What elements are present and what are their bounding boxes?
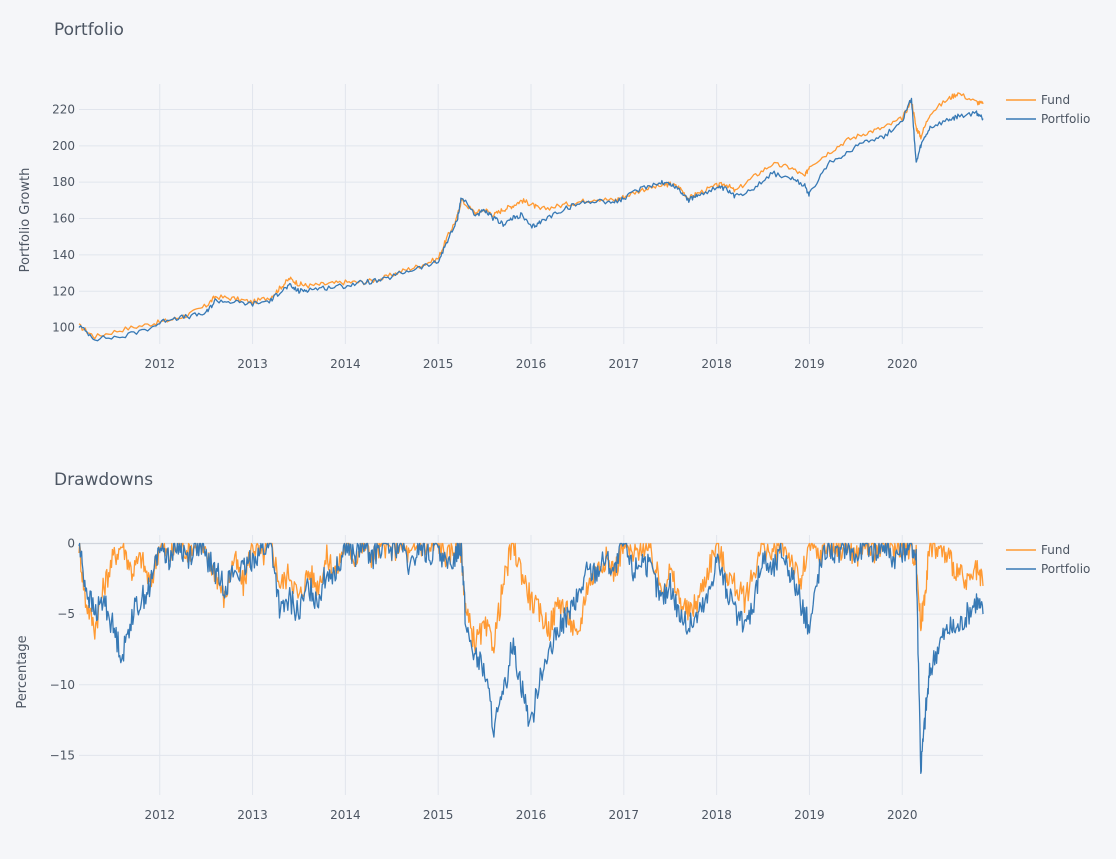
x-tick-label: 2014	[330, 808, 361, 822]
drawdowns-chart: Drawdowns Percentage 0 −5 −10 −15 2012 2013 20…	[15, 470, 1090, 822]
series-line-portfolio	[78, 97, 984, 342]
x-tick-label: 2016	[516, 357, 547, 371]
y-axis-title: Percentage	[15, 635, 30, 708]
chart-title: Drawdowns	[54, 470, 153, 490]
x-tick-label: 2019	[794, 357, 825, 371]
y-tick-label: −10	[50, 678, 75, 692]
y-tick-label: 100	[52, 321, 75, 335]
x-tick-label: 2018	[701, 808, 732, 822]
x-tick-label: 2013	[237, 808, 268, 822]
x-tick-label: 2017	[609, 808, 640, 822]
y-tick-label: 220	[52, 102, 75, 116]
x-tick-label: 2016	[516, 808, 547, 822]
x-tick-label: 2015	[423, 808, 454, 822]
x-tick-label: 2012	[144, 357, 175, 371]
legend-label-portfolio: Portfolio	[1041, 562, 1090, 576]
x-tick-label: 2020	[887, 808, 918, 822]
y-tick-label: 200	[52, 139, 75, 153]
x-tick-label: 2015	[423, 357, 454, 371]
y-tick-label: −5	[57, 607, 75, 621]
y-tick-label: 180	[52, 175, 75, 189]
legend-label-fund: Fund	[1041, 93, 1070, 107]
legend-label-fund: Fund	[1041, 543, 1070, 557]
legend-label-portfolio: Portfolio	[1041, 112, 1090, 126]
x-tick-label: 2014	[330, 357, 361, 371]
x-tick-label: 2017	[609, 357, 640, 371]
chart-title: Portfolio	[54, 20, 124, 40]
portfolio-growth-chart: Portfolio Portfolio Growth 100 120 140 160 1…	[18, 20, 1090, 371]
y-tick-label: 0	[67, 536, 75, 550]
y-tick-label: 140	[52, 248, 75, 262]
y-tick-label: −15	[50, 748, 75, 762]
x-tick-label: 2013	[237, 357, 268, 371]
series-line-fund	[78, 92, 984, 340]
y-axis-title: Portfolio Growth	[18, 168, 33, 273]
x-tick-label: 2019	[794, 808, 825, 822]
x-tick-label: 2018	[701, 357, 732, 371]
y-tick-label: 160	[52, 212, 75, 226]
y-tick-label: 120	[52, 284, 75, 298]
x-tick-label: 2012	[144, 808, 175, 822]
series-line-portfolio	[78, 542, 984, 774]
x-tick-label: 2020	[887, 357, 918, 371]
